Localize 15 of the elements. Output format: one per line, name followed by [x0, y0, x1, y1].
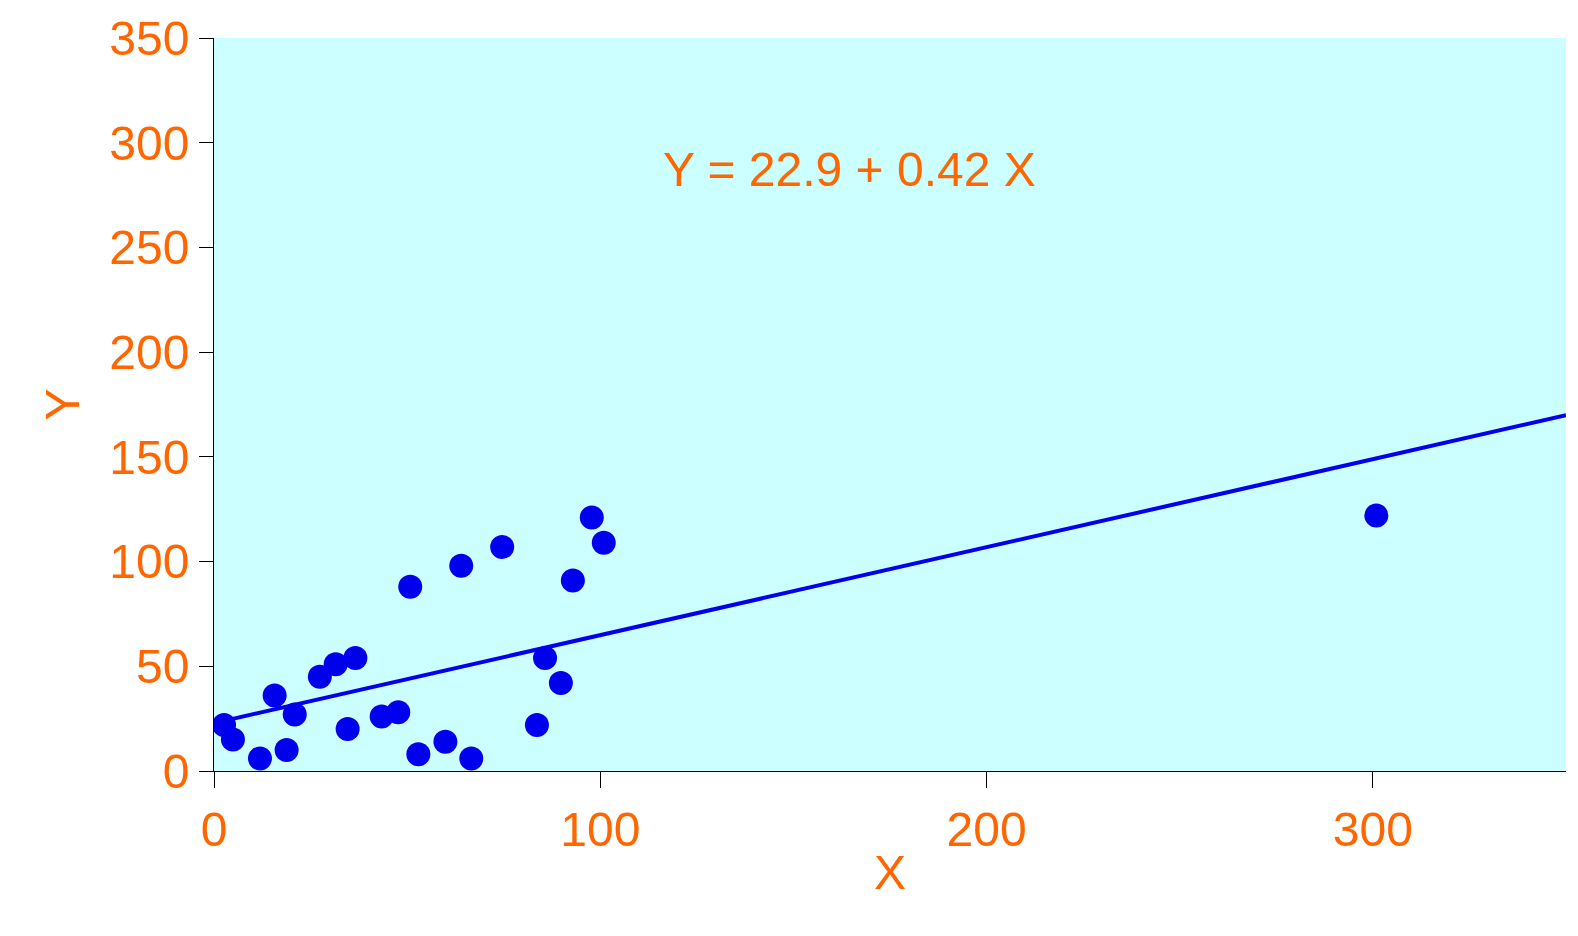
y-tick-label: 200	[109, 325, 190, 379]
x-tick-label: 300	[1332, 802, 1413, 856]
y-tick-label: 150	[109, 430, 190, 484]
x-tick-label: 100	[560, 802, 641, 856]
y-axis-title: Y	[36, 388, 90, 421]
y-tick-label: 350	[109, 11, 190, 65]
annotation: Y = 22.9 + 0.42 X	[663, 143, 1036, 196]
y-tick-label: 0	[162, 744, 190, 798]
x-tick-label: 200	[946, 802, 1027, 856]
y-tick-label: 300	[109, 116, 190, 170]
y-tick-label: 100	[109, 535, 190, 589]
x-axis-title: X	[873, 845, 907, 899]
y-tick-label: 250	[109, 221, 190, 275]
x-tick-label: 0	[200, 802, 228, 856]
y-tick-label: 50	[136, 640, 190, 694]
